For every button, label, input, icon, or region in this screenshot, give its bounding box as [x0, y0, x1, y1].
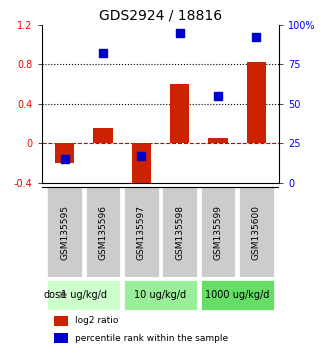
- Point: [62, 156, 67, 162]
- Text: 1 ug/kg/d: 1 ug/kg/d: [61, 290, 107, 300]
- FancyBboxPatch shape: [48, 280, 120, 310]
- FancyBboxPatch shape: [201, 187, 235, 278]
- Point: [139, 153, 144, 159]
- Bar: [170, 84, 189, 143]
- Point: [100, 50, 106, 56]
- Text: 10 ug/kg/d: 10 ug/kg/d: [134, 290, 187, 300]
- FancyBboxPatch shape: [201, 280, 273, 310]
- Bar: [208, 138, 228, 143]
- Point: [177, 30, 182, 35]
- Text: GSM135595: GSM135595: [60, 205, 69, 261]
- FancyBboxPatch shape: [239, 187, 273, 278]
- Text: GSM135596: GSM135596: [99, 205, 108, 261]
- Title: GDS2924 / 18816: GDS2924 / 18816: [99, 8, 222, 22]
- Text: 1000 ug/kg/d: 1000 ug/kg/d: [205, 290, 269, 300]
- Bar: [54, 333, 68, 343]
- FancyBboxPatch shape: [124, 280, 197, 310]
- Bar: [55, 143, 74, 163]
- FancyBboxPatch shape: [48, 187, 82, 278]
- Text: GSM135600: GSM135600: [252, 205, 261, 261]
- Point: [215, 93, 221, 99]
- FancyBboxPatch shape: [162, 187, 197, 278]
- Text: GSM135599: GSM135599: [213, 205, 222, 261]
- Text: GSM135597: GSM135597: [137, 205, 146, 261]
- Text: dose: dose: [44, 290, 67, 300]
- Bar: [132, 143, 151, 188]
- Text: GSM135598: GSM135598: [175, 205, 184, 261]
- Bar: [247, 62, 266, 143]
- Text: log2 ratio: log2 ratio: [75, 316, 118, 325]
- FancyBboxPatch shape: [124, 187, 159, 278]
- FancyBboxPatch shape: [86, 187, 120, 278]
- Bar: [54, 316, 68, 326]
- Point: [254, 35, 259, 40]
- Bar: [93, 129, 113, 143]
- Text: percentile rank within the sample: percentile rank within the sample: [75, 334, 228, 343]
